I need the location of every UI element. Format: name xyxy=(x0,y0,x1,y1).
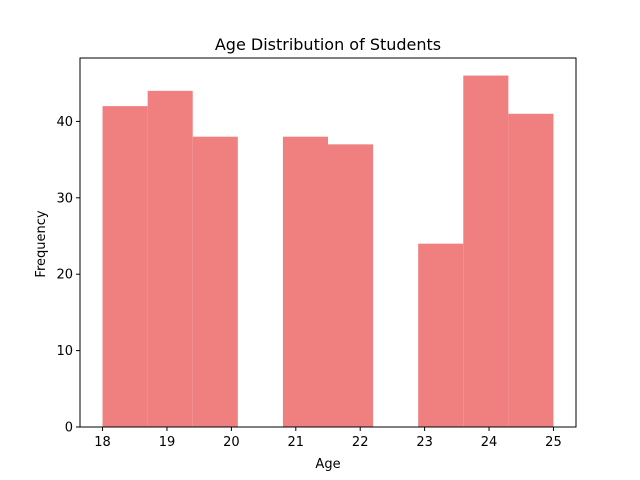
x-axis-label: Age xyxy=(315,457,340,472)
x-tick-label: 25 xyxy=(545,435,562,450)
y-tick-label: 40 xyxy=(56,115,73,130)
y-tick-label: 0 xyxy=(65,421,73,436)
histogram-bar xyxy=(192,136,238,427)
x-tick-label: 24 xyxy=(481,435,498,450)
x-tick-label: 19 xyxy=(159,435,176,450)
histogram-bar xyxy=(282,136,328,427)
y-tick-label: 10 xyxy=(56,344,73,359)
y-axis-label: Frequency xyxy=(34,210,49,277)
histogram-bar xyxy=(418,243,464,427)
histogram-bar xyxy=(102,106,148,427)
plot-frame xyxy=(79,57,577,428)
x-tick-label: 20 xyxy=(223,435,240,450)
x-tick-label: 22 xyxy=(352,435,369,450)
bars xyxy=(102,75,554,428)
x-tick-label: 21 xyxy=(288,435,305,450)
chart-title: Age Distribution of Students xyxy=(215,35,441,54)
histogram-bar xyxy=(328,144,374,427)
y-tick-label: 30 xyxy=(56,191,73,206)
histogram-bar xyxy=(508,113,554,427)
y-tick-label: 20 xyxy=(56,268,73,283)
histogram-bar xyxy=(147,90,193,428)
x-axis: 18 19 20 21 22 23 24 25 xyxy=(94,427,562,450)
histogram-bar xyxy=(463,75,509,428)
x-tick-label: 23 xyxy=(416,435,433,450)
y-axis: 0 10 20 30 40 xyxy=(56,115,80,436)
x-tick-label: 18 xyxy=(94,435,111,450)
